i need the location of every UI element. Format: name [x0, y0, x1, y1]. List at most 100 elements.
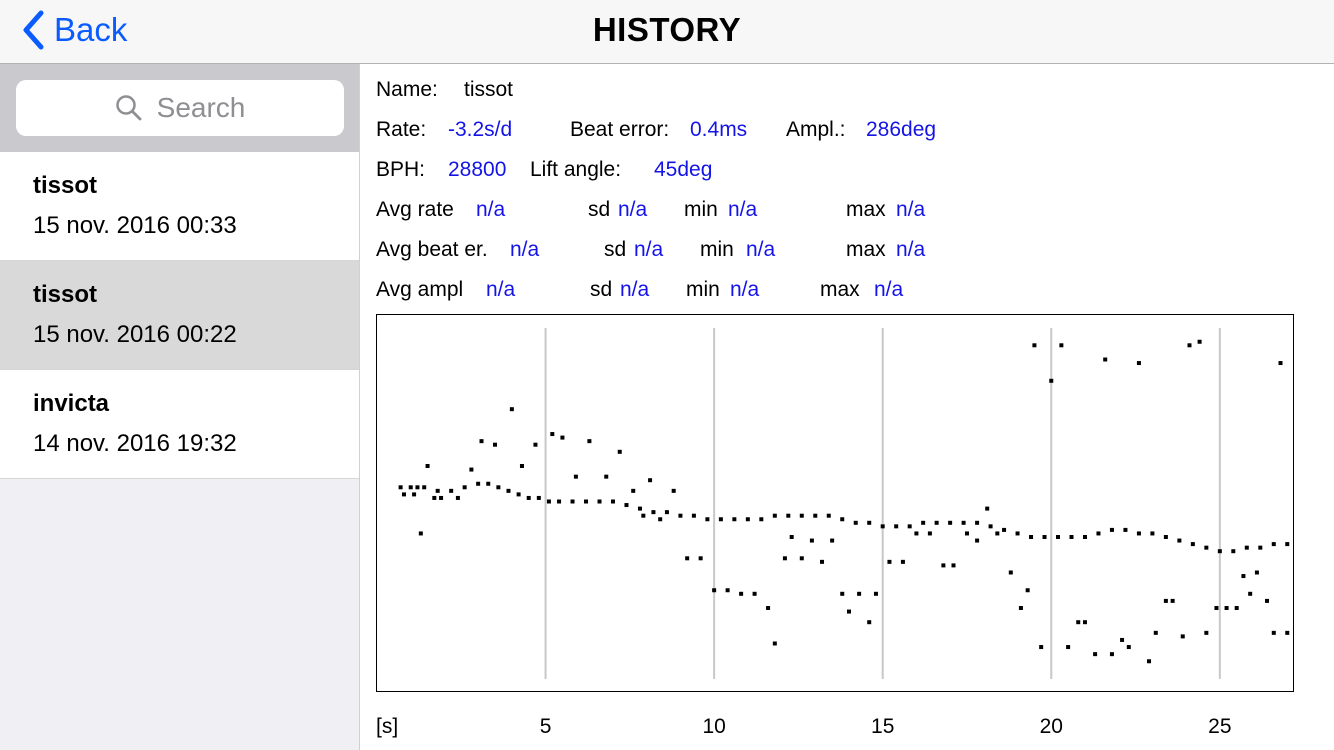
data-point	[732, 517, 737, 522]
data-point	[1248, 591, 1253, 596]
list-item[interactable]: invicta 14 nov. 2016 19:32	[0, 370, 359, 479]
name-value: tissot	[464, 78, 514, 101]
data-point	[1285, 630, 1290, 635]
data-point	[809, 538, 814, 543]
data-point	[435, 488, 440, 493]
data-point	[1015, 531, 1020, 536]
data-point	[964, 531, 969, 536]
sd-value: n/a	[634, 238, 664, 261]
data-point	[439, 495, 444, 500]
data-point	[492, 442, 497, 447]
data-point	[921, 520, 926, 525]
data-point	[658, 517, 663, 522]
data-point	[867, 520, 872, 525]
data-point	[573, 474, 578, 479]
beat-error-value: 0.4ms	[690, 118, 748, 141]
data-point	[550, 432, 555, 437]
data-point	[455, 495, 460, 500]
data-point	[398, 485, 403, 490]
data-point	[799, 556, 804, 561]
data-point	[496, 485, 501, 490]
max-label: max	[820, 278, 860, 301]
data-point	[745, 517, 750, 522]
data-point	[412, 492, 417, 497]
min-value: n/a	[730, 278, 760, 301]
data-point	[873, 591, 878, 596]
data-point	[637, 506, 642, 511]
back-button[interactable]: Back	[22, 8, 127, 52]
data-point	[1271, 630, 1276, 635]
data-point	[1163, 598, 1168, 603]
data-point	[1150, 531, 1155, 536]
data-point	[1190, 542, 1195, 547]
avg-rate-label: Avg rate	[376, 198, 454, 221]
data-point	[1126, 645, 1131, 650]
data-point	[1254, 570, 1259, 575]
history-list: tissot 15 nov. 2016 00:33 tissot 15 nov.…	[0, 152, 359, 479]
data-point	[651, 510, 656, 515]
data-point	[1271, 542, 1276, 547]
sidebar: Search tissot 15 nov. 2016 00:33 tissot …	[0, 64, 360, 750]
data-point	[1285, 542, 1290, 547]
data-point	[951, 563, 956, 568]
data-point	[1076, 620, 1081, 625]
x-tick-label: 5	[540, 715, 552, 738]
data-point	[671, 488, 676, 493]
max-value: n/a	[896, 238, 926, 261]
data-point	[533, 442, 538, 447]
item-name: invicta	[33, 390, 110, 417]
data-point	[1163, 535, 1168, 539]
bph-value: 28800	[448, 158, 507, 181]
data-point	[820, 559, 825, 564]
data-point	[1093, 652, 1098, 657]
data-point	[1153, 630, 1158, 635]
ampl-value: 286deg	[866, 118, 937, 141]
data-point	[536, 495, 541, 500]
x-tick-label: 10	[702, 715, 725, 738]
min-label: min	[684, 198, 718, 221]
data-point	[415, 485, 420, 490]
navigation-bar: Back HISTORY	[0, 0, 1334, 64]
data-point	[1025, 588, 1030, 593]
x-axis-label: [s]	[376, 715, 398, 738]
data-point	[1032, 343, 1037, 348]
beat-error-label: Beat error:	[570, 118, 670, 141]
list-item[interactable]: tissot 15 nov. 2016 00:33	[0, 152, 359, 261]
min-value: n/a	[746, 238, 776, 261]
data-point	[1241, 574, 1246, 579]
avg-beat-label: Avg beat er.	[376, 238, 488, 261]
data-point	[570, 499, 575, 504]
data-point	[1039, 645, 1044, 650]
lift-angle-value: 45deg	[654, 158, 713, 181]
data-point	[786, 513, 791, 518]
min-value: n/a	[728, 198, 758, 221]
data-point	[1002, 527, 1007, 532]
data-point	[557, 499, 562, 504]
data-point	[927, 531, 932, 536]
data-point	[725, 588, 730, 593]
data-point	[664, 510, 669, 515]
data-point	[867, 620, 872, 625]
data-point	[408, 485, 413, 490]
x-tick-label: 25	[1208, 715, 1231, 738]
data-point	[584, 499, 589, 504]
data-point	[486, 481, 491, 486]
data-point	[718, 517, 723, 522]
sd-label: sd	[590, 278, 613, 301]
x-tick-label: 15	[871, 715, 894, 738]
data-point	[624, 503, 629, 508]
data-point	[546, 499, 551, 504]
sd-label: sd	[588, 198, 611, 221]
data-point	[1029, 535, 1034, 539]
search-icon	[115, 95, 142, 121]
data-point	[462, 485, 467, 490]
data-point	[1096, 531, 1101, 536]
search-bar: Search	[0, 64, 359, 152]
search-input[interactable]: Search	[16, 80, 344, 136]
data-point	[985, 506, 990, 511]
data-point	[846, 609, 851, 614]
rate-chart: 5 10 15 20 25 [s]	[376, 314, 1294, 738]
avg-ampl-value: n/a	[486, 278, 516, 301]
list-item[interactable]: tissot 15 nov. 2016 00:22	[0, 261, 359, 370]
data-point	[712, 588, 717, 593]
